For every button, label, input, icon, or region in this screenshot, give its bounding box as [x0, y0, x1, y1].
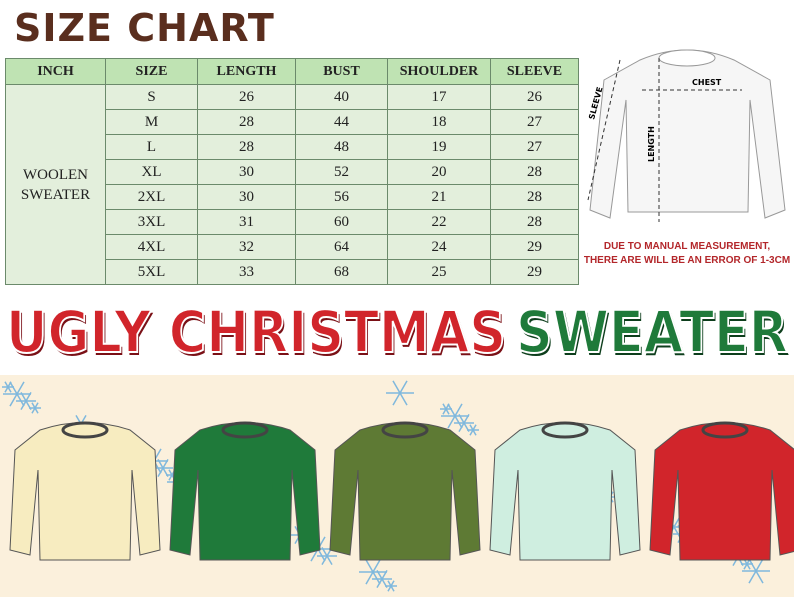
- snowflake-icon: [372, 569, 392, 589]
- column-header: INCH: [5, 58, 106, 85]
- table-cell: 30: [197, 184, 296, 210]
- sweater-measurement-diagram: CHEST LENGTH SLEEVE: [587, 49, 786, 222]
- table-cell: 30: [197, 159, 296, 185]
- table-row: 5XL 33 68 25 29: [6, 259, 579, 285]
- table-cell: 28: [490, 159, 579, 185]
- table-row: WOOLEN SWEATER S 26 40 17 26: [5, 84, 579, 285]
- table-cell: 28: [490, 184, 579, 210]
- table-cell: 33: [197, 259, 296, 285]
- table-cell: 19: [387, 134, 491, 160]
- snowflake-icon: [454, 413, 474, 433]
- category-cell: WOOLEN SWEATER: [5, 84, 106, 285]
- column-header: LENGTH: [197, 58, 296, 85]
- length-label: LENGTH: [647, 126, 656, 162]
- column-header: SIZE: [105, 58, 198, 85]
- snowflake-icon: [385, 580, 397, 592]
- table-cell: 22: [387, 209, 491, 235]
- banner-green-text: SWEATER: [515, 297, 789, 367]
- table-cell: 28: [197, 134, 296, 160]
- sweater-illustrations: [0, 375, 794, 597]
- column-header: BUST: [295, 58, 388, 85]
- table-row: M 28 44 18 27: [6, 109, 579, 135]
- table-cell: 3XL: [105, 209, 198, 235]
- banner: UGLY CHRISTMAS SWEATER: [0, 296, 794, 371]
- snowflake-icon: [16, 391, 36, 411]
- table-cell: 31: [197, 209, 296, 235]
- table-cell: 29: [490, 259, 579, 285]
- snowflake-icon: [3, 381, 31, 407]
- table-cell: 28: [197, 109, 296, 135]
- table-cell: 29: [490, 234, 579, 260]
- table-row: 2XL 30 56 21 28: [6, 184, 579, 210]
- table-cell: 21: [387, 184, 491, 210]
- table-cell: 28: [490, 209, 579, 235]
- table-cell: XL: [105, 159, 198, 185]
- page-title: SIZE CHART: [14, 6, 275, 50]
- snowflake-icon: [359, 559, 387, 585]
- snowflake-icon: [741, 558, 753, 570]
- table-cell: M: [105, 109, 198, 135]
- sweater-elf: [649, 421, 794, 561]
- table-cell: 44: [295, 109, 388, 135]
- banner-red-text: UGLY CHRISTMAS: [5, 297, 507, 367]
- snowflake-icon: [441, 403, 469, 429]
- snowflake-icon: [742, 558, 770, 584]
- table-cell: 48: [295, 134, 388, 160]
- sweater-christmas-tree: [9, 421, 161, 561]
- table-cell: 60: [295, 209, 388, 235]
- table-cell: 56: [295, 184, 388, 210]
- table-cell: 5XL: [105, 259, 198, 285]
- size-table: INCH SIZE LENGTH BUST SHOULDER SLEEVE WOOLEN S…: [5, 58, 579, 285]
- table-cell: 26: [490, 84, 579, 110]
- column-header: SHOULDER: [387, 58, 491, 85]
- table-cell: 32: [197, 234, 296, 260]
- note-line-1: DUE TO MANUAL MEASUREMENT,: [603, 241, 771, 252]
- table-cell: 26: [197, 84, 296, 110]
- table-row: 4XL 32 64 24 29: [6, 234, 579, 260]
- category-line-2: SWEATER: [20, 186, 91, 203]
- table-cell: 18: [387, 109, 491, 135]
- sweater-reindeer: [329, 421, 481, 561]
- sweater-fair-isle: [489, 421, 641, 561]
- snowflake-icon: [440, 403, 452, 415]
- table-cell: 25: [387, 259, 491, 285]
- table-cell: 17: [387, 84, 491, 110]
- table-cell: 40: [295, 84, 388, 110]
- table-cell: 64: [295, 234, 388, 260]
- table-cell: 2XL: [105, 184, 198, 210]
- table-cell: L: [105, 134, 198, 160]
- snowflake-icon: [29, 402, 41, 414]
- table-cell: 4XL: [105, 234, 198, 260]
- snowflake-icon: [2, 381, 14, 393]
- chest-label: CHEST: [692, 78, 722, 87]
- snowflake-icon: [386, 380, 414, 406]
- sweater-polar-bear: [169, 421, 321, 561]
- table-cell: 27: [490, 109, 579, 135]
- table-cell: 52: [295, 159, 388, 185]
- snowflake-icon: [467, 424, 479, 436]
- category-line-1: WOOLEN: [23, 166, 88, 183]
- table-row: 3XL 31 60 22 28: [6, 209, 579, 235]
- table-cell: 27: [490, 134, 579, 160]
- table-cell: 68: [295, 259, 388, 285]
- note-line-2: THERE ARE WILL BE AN ERROR OF 1-3CM: [583, 255, 791, 266]
- table-cell: S: [105, 84, 198, 110]
- table-cell: 20: [387, 159, 491, 185]
- column-header: SLEEVE: [490, 58, 579, 85]
- table-cell: 24: [387, 234, 491, 260]
- measurement-note: DUE TO MANUAL MEASUREMENT, THERE ARE WIL…: [580, 240, 794, 268]
